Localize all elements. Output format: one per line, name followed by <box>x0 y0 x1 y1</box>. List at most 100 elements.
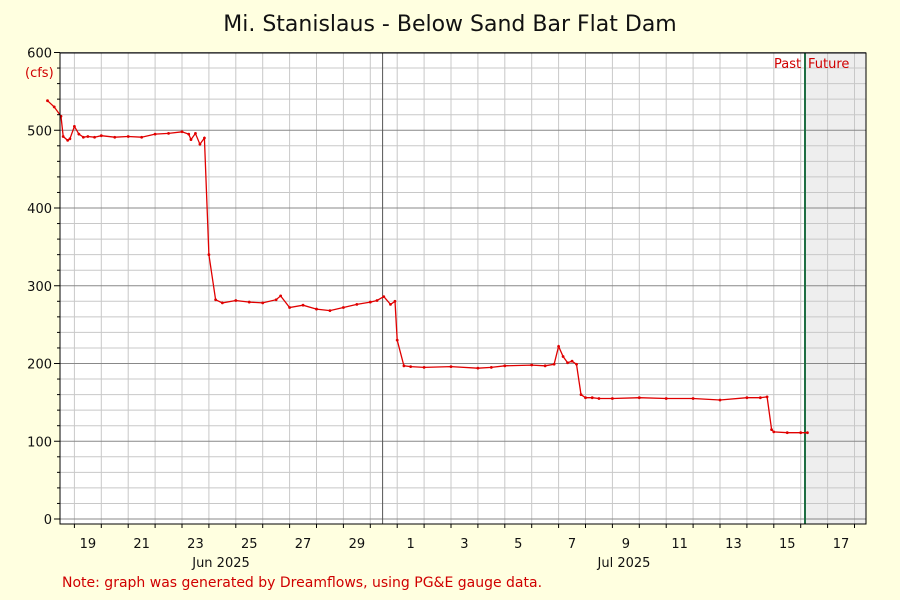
data-point <box>214 298 218 302</box>
data-point <box>315 307 318 311</box>
data-point <box>207 253 211 257</box>
data-point <box>557 344 560 348</box>
data-point <box>99 134 103 138</box>
data-point <box>691 397 695 400</box>
x-tick-label: 29 <box>349 537 366 552</box>
month-label-jul: Jul 2025 <box>597 556 651 571</box>
data-point <box>718 398 722 402</box>
data-point <box>126 135 130 138</box>
data-point <box>274 298 278 302</box>
data-point <box>770 428 773 431</box>
data-point <box>409 365 413 369</box>
y-tick-label: 400 <box>27 202 52 217</box>
y-tick-label: 200 <box>27 358 52 373</box>
data-point <box>301 303 305 307</box>
data-point <box>561 355 565 358</box>
month-label-jun: Jun 2025 <box>191 556 250 571</box>
x-tick-label: 1 <box>407 537 415 552</box>
data-point <box>758 396 762 400</box>
y-tick-label: 100 <box>27 435 52 450</box>
data-point <box>73 124 76 128</box>
data-point <box>422 365 426 369</box>
data-point <box>355 303 359 306</box>
data-point <box>503 364 507 368</box>
x-tick-label: 3 <box>460 537 468 552</box>
data-point <box>584 396 587 400</box>
y-tick-label: 300 <box>27 280 52 295</box>
future-region <box>805 53 866 524</box>
data-point <box>288 306 291 309</box>
data-point <box>52 105 56 109</box>
plot-background <box>60 53 866 524</box>
y-axis-ticks: 0 100 200 300 400 500 600 <box>27 47 60 528</box>
data-point <box>745 396 749 400</box>
chart-title: Mi. Stanislaus - Below Sand Bar Flat Dam <box>223 12 677 37</box>
x-tick-label: 15 <box>779 537 796 552</box>
future-label: Future <box>808 57 850 72</box>
data-point <box>328 309 332 313</box>
x-tick-label: 27 <box>295 537 312 552</box>
data-point <box>140 135 144 139</box>
data-point <box>530 363 534 367</box>
data-point <box>765 395 769 399</box>
data-point <box>597 397 601 400</box>
data-point <box>153 132 157 136</box>
data-point <box>489 365 493 369</box>
data-point <box>203 136 206 140</box>
data-point <box>611 397 614 400</box>
data-point <box>570 359 574 363</box>
data-point <box>61 135 65 138</box>
data-point <box>189 138 193 141</box>
data-point <box>395 338 399 342</box>
data-point <box>382 295 386 299</box>
data-point <box>81 135 85 139</box>
x-axis-ticks: 19 21 23 25 27 29 1 3 5 7 9 11 13 15 17 <box>73 524 855 552</box>
data-point <box>93 135 96 139</box>
data-point <box>279 294 283 298</box>
x-tick-label: 5 <box>514 537 522 552</box>
data-point <box>368 300 372 304</box>
data-point <box>543 364 547 368</box>
y-tick-label: 600 <box>27 47 52 62</box>
data-point <box>220 301 224 305</box>
data-point <box>187 132 191 136</box>
data-point <box>247 300 251 304</box>
series-points <box>46 99 809 435</box>
data-point <box>579 393 583 396</box>
past-label: Past <box>774 57 802 72</box>
source-note: Note: graph was generated by Dreamflows,… <box>62 575 543 591</box>
y-tick-label: 500 <box>27 124 52 139</box>
data-point <box>449 365 453 369</box>
data-point <box>234 299 238 302</box>
data-point <box>375 299 379 302</box>
plot-frame <box>59 52 867 525</box>
x-tick-label: 23 <box>187 537 204 552</box>
data-point <box>180 130 184 134</box>
data-point <box>806 431 809 435</box>
x-tick-label: 7 <box>568 537 576 552</box>
data-point <box>198 142 202 146</box>
data-point <box>590 396 594 400</box>
data-point <box>566 361 569 365</box>
data-point <box>167 131 170 135</box>
data-point <box>552 362 556 366</box>
data-point <box>261 301 265 305</box>
data-point <box>389 303 392 306</box>
data-point <box>575 362 578 366</box>
x-tick-label: 9 <box>622 537 630 552</box>
data-point <box>46 99 49 103</box>
x-tick-label: 25 <box>241 537 258 552</box>
data-point <box>637 396 641 400</box>
x-tick-label: 17 <box>833 537 850 552</box>
data-point <box>77 132 81 136</box>
data-point <box>476 366 480 370</box>
data-point <box>402 364 406 368</box>
data-point <box>393 299 397 303</box>
data-point <box>113 135 117 139</box>
data-point <box>66 138 70 142</box>
data-point <box>664 397 668 400</box>
data-point <box>86 135 90 138</box>
data-point <box>772 430 776 434</box>
data-point <box>68 137 72 141</box>
